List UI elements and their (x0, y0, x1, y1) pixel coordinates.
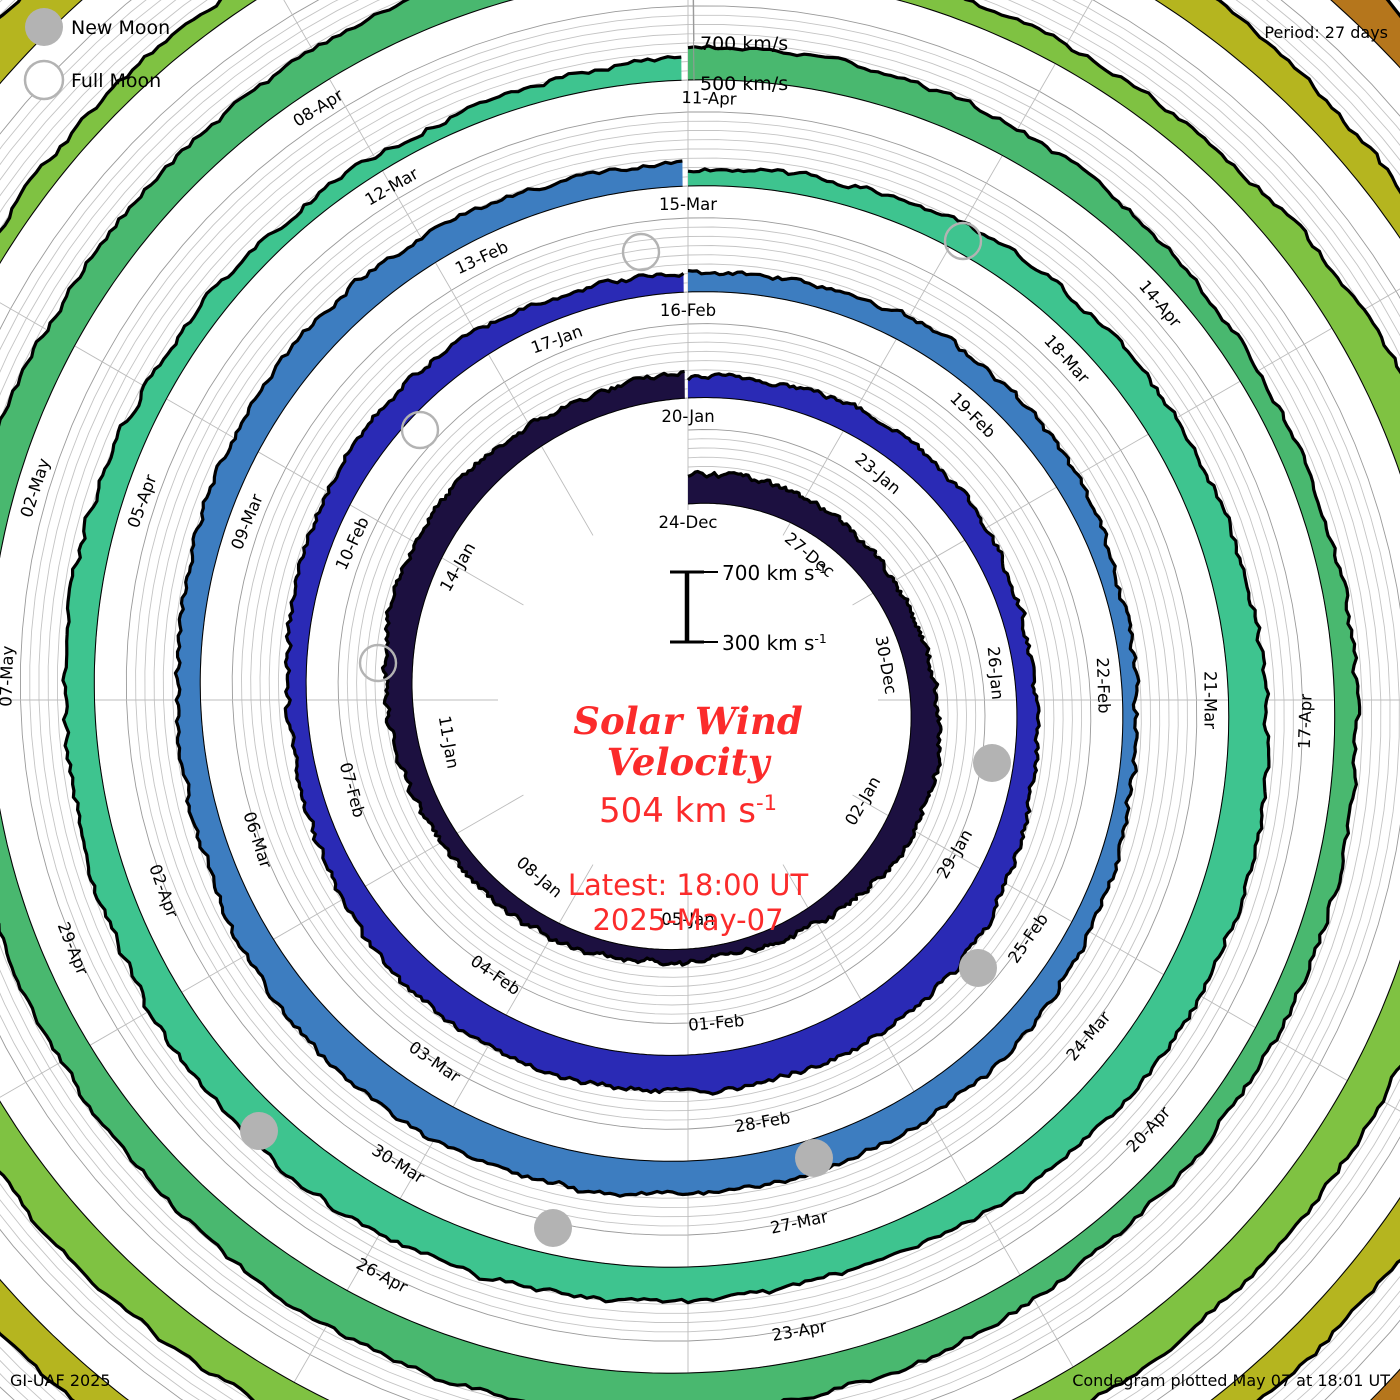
velocity-trace (0, 0, 1362, 1400)
date-label: 21-Mar (1201, 671, 1220, 729)
date-label: 16-Feb (660, 301, 716, 320)
date-label: 05-Jan (661, 910, 714, 929)
full-moon-marker-icon (943, 221, 983, 261)
date-label: 30-Mar (369, 1140, 429, 1187)
date-label: 24-Dec (659, 513, 718, 532)
full-moon-marker-icon (358, 643, 398, 683)
velocity-baseline (411, 397, 912, 951)
velocity-baseline (93, 79, 1230, 1268)
new-moon-marker-icon (534, 1209, 572, 1247)
grid-spoke (782, 0, 1093, 536)
new-moon-marker-icon (240, 1112, 278, 1150)
date-label: 17-Apr (1295, 693, 1316, 749)
date-label: 08-Jan (513, 853, 566, 902)
velocity-trace (380, 369, 943, 967)
date-label: 29-Jan (933, 826, 976, 882)
grid-spoke (283, 0, 594, 536)
date-label: 03-Mar (405, 1037, 464, 1086)
new-moon-marker-icon (973, 744, 1011, 782)
velocity-baseline (199, 185, 1124, 1162)
date-label: 26-Jan (984, 646, 1008, 701)
date-label: 22-Feb (1093, 657, 1114, 714)
date-label: 02-Jan (841, 773, 884, 829)
new-moon-marker-icon (959, 949, 997, 987)
velocity-baseline (0, 0, 1336, 1374)
full-moon-marker-icon (621, 232, 661, 272)
velocity-baseline (305, 291, 1018, 1056)
velocity-trace (61, 55, 1271, 1305)
date-label: 25-Feb (1004, 910, 1052, 967)
velocity-trace (283, 272, 1041, 1096)
date-label: 20-Jan (661, 407, 714, 426)
velocity-band (62, 56, 1269, 1303)
date-label: 04-Feb (467, 951, 524, 999)
date-label: 30-Dec (872, 634, 901, 695)
grid-spoke (0, 302, 524, 606)
moon-markers (240, 221, 1011, 1247)
velocity-band (382, 371, 941, 966)
date-label: 07-May (0, 645, 17, 707)
full-moon-marker-icon (400, 410, 440, 450)
date-label: 26-Apr (353, 1254, 411, 1297)
date-label: 11-Jan (435, 714, 463, 770)
date-label: 27-Mar (769, 1207, 830, 1238)
date-label: 28-Feb (733, 1108, 792, 1136)
date-label: 07-Feb (336, 760, 369, 819)
date-label: 23-Apr (770, 1317, 828, 1345)
date-label: 11-Apr (681, 88, 737, 109)
new-moon-marker-icon (795, 1139, 833, 1177)
date-label: 01-Feb (687, 1011, 745, 1035)
date-label: 15-Mar (659, 195, 717, 214)
grid-spiral (365, 351, 958, 997)
velocity-trace (173, 159, 1141, 1198)
